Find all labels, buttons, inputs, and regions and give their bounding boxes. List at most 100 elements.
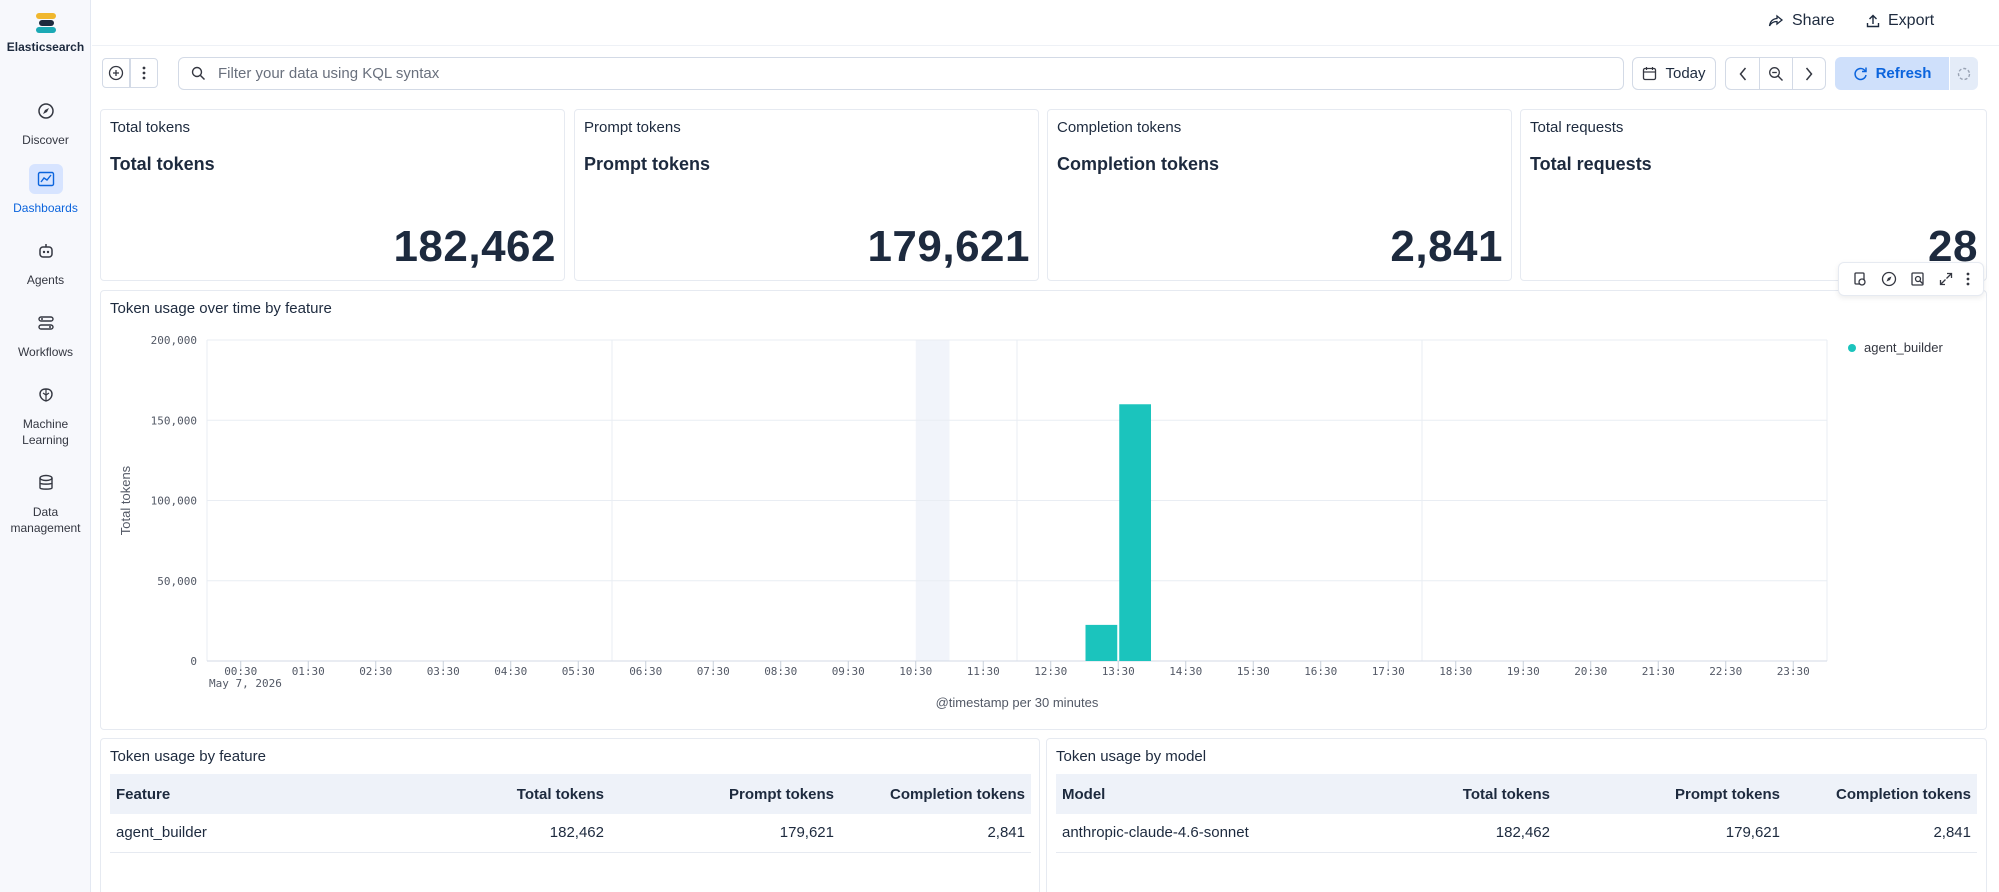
panel-title: Token usage by model <box>1056 748 1207 765</box>
sidebar-item-workflows[interactable]: Workflows <box>0 308 91 360</box>
refresh-button[interactable]: Refresh <box>1835 57 1949 90</box>
kql-search-field[interactable] <box>178 57 1624 90</box>
calendar-icon <box>1643 67 1657 81</box>
inspect-icon[interactable] <box>1852 271 1868 287</box>
search-icon <box>191 66 206 81</box>
sidebar-item-label: Machine Learning <box>22 417 69 447</box>
metric-value: 179,621 <box>867 222 1030 271</box>
app-name: Elasticsearch <box>6 40 85 54</box>
y-tick-label: 100,000 <box>151 495 197 508</box>
panel-title: Token usage over time by feature <box>110 300 332 317</box>
date-picker-button[interactable]: Today <box>1632 57 1716 90</box>
column-header[interactable]: Feature <box>110 774 410 814</box>
x-tick-label: 19:30 <box>1507 665 1540 678</box>
legend-label: agent_builder <box>1864 340 1943 355</box>
explore-compass-icon[interactable] <box>1881 271 1897 287</box>
table-cell: agent_builder <box>110 814 410 853</box>
y-tick-label: 150,000 <box>151 414 197 427</box>
maximize-icon[interactable] <box>1939 272 1953 286</box>
vertical-dots-icon[interactable] <box>1966 272 1970 286</box>
share-button[interactable]: Share <box>1768 12 1835 30</box>
x-tick-label: 00:30 <box>224 665 257 678</box>
sidebar-item-dashboards[interactable]: Dashboards <box>0 164 91 216</box>
metric-subtitle: Completion tokens <box>1057 154 1220 174</box>
table-header-row: Feature Total tokens Prompt tokens Compl… <box>110 774 1031 814</box>
table-cell: 182,462 <box>1356 814 1556 853</box>
previous-time-button[interactable] <box>1726 58 1759 89</box>
x-tick-label: 08:30 <box>764 665 797 678</box>
column-header[interactable]: Total tokens <box>410 774 610 814</box>
x-tick-label: 21:30 <box>1642 665 1675 678</box>
query-menu-button[interactable] <box>130 58 158 88</box>
metric-value: 2,841 <box>1390 222 1503 271</box>
chart-bar <box>1085 624 1118 661</box>
x-tick-label: 11:30 <box>967 665 1000 678</box>
top-header-bar: Share Export <box>92 0 1999 46</box>
x-tick-label: 17:30 <box>1372 665 1405 678</box>
column-header[interactable]: Completion tokens <box>840 774 1031 814</box>
chevron-right-icon <box>1805 67 1813 80</box>
next-time-button[interactable] <box>1792 58 1825 89</box>
database-icon <box>29 468 63 498</box>
sidebar-item-machine-learning[interactable]: Machine Learning <box>0 380 91 448</box>
x-tick-label: 20:30 <box>1574 665 1607 678</box>
metric-panel-total-requests: Total requests Total requests 28 <box>1520 109 1987 281</box>
refresh-icon <box>1853 67 1867 81</box>
workflow-icon <box>29 308 63 338</box>
x-tick-label: 18:30 <box>1439 665 1472 678</box>
table-cell: 2,841 <box>840 814 1031 853</box>
add-filter-button[interactable] <box>102 58 130 88</box>
chevron-left-icon <box>1739 67 1746 80</box>
zoom-out-icon <box>1769 66 1783 81</box>
table-row[interactable]: agent_builder 182,462 179,621 2,841 <box>110 814 1031 853</box>
metric-panel-prompt-tokens: Prompt tokens Prompt tokens 179,621 <box>574 109 1039 281</box>
auto-refresh-icon <box>1957 67 1971 80</box>
x-tick-label: 06:30 <box>629 665 662 678</box>
column-header[interactable]: Prompt tokens <box>610 774 840 814</box>
upload-icon <box>1866 14 1880 28</box>
sidebar-item-data-management[interactable]: Data management <box>0 468 91 536</box>
table-cell: 2,841 <box>1786 814 1977 853</box>
auto-refresh-button[interactable] <box>1950 57 1978 90</box>
panel-actions-toolbar <box>1838 262 1984 296</box>
share-icon <box>1768 14 1784 27</box>
chart-panel: Token usage over time by feature <box>100 290 1987 730</box>
column-header[interactable]: Total tokens <box>1356 774 1556 814</box>
table-row[interactable]: anthropic-claude-4.6-sonnet 182,462 179,… <box>1056 814 1977 853</box>
model-table-panel: Token usage by model Model Total tokens … <box>1046 738 1987 892</box>
sidebar-item-label: Data management <box>10 505 81 535</box>
x-tick-label: 13:30 <box>1102 665 1135 678</box>
x-tick-label: 10:30 <box>899 665 932 678</box>
panel-title: Total tokens <box>110 119 191 136</box>
x-tick-label: 22:30 <box>1709 665 1742 678</box>
side-navigation: Elasticsearch Discover Dashboards Agents… <box>0 0 91 892</box>
metric-subtitle: Total requests <box>1530 154 1652 174</box>
metric-panel-total-tokens: Total tokens Total tokens 182,462 <box>100 109 565 281</box>
table-cell: 179,621 <box>610 814 840 853</box>
model-table: Model Total tokens Prompt tokens Complet… <box>1056 774 1977 853</box>
table-cell: 179,621 <box>1556 814 1786 853</box>
y-tick-label: 200,000 <box>151 334 197 347</box>
column-header[interactable]: Model <box>1056 774 1356 814</box>
compass-icon <box>29 96 63 126</box>
elasticsearch-logo-icon <box>35 12 57 34</box>
chart-bar <box>1119 404 1151 661</box>
time-navigation-group <box>1725 57 1826 90</box>
share-label: Share <box>1792 12 1835 29</box>
search-input[interactable] <box>218 65 1618 82</box>
x-tick-label: 03:30 <box>427 665 460 678</box>
column-header[interactable]: Prompt tokens <box>1556 774 1786 814</box>
query-bar: Today Refresh <box>92 52 1999 96</box>
search-doc-icon[interactable] <box>1910 271 1926 287</box>
zoom-out-button[interactable] <box>1759 58 1792 89</box>
sidebar-item-discover[interactable]: Discover <box>0 96 91 148</box>
y-tick-label: 0 <box>190 655 197 668</box>
app-logo-link[interactable]: Elasticsearch <box>0 12 91 54</box>
sidebar-item-agents[interactable]: Agents <box>0 236 91 288</box>
vertical-dots-icon <box>142 66 146 80</box>
column-header[interactable]: Completion tokens <box>1786 774 1977 814</box>
export-button[interactable]: Export <box>1866 12 1934 30</box>
sidebar-item-label: Agents <box>26 273 65 287</box>
chart-legend-item[interactable]: agent_builder <box>1848 340 1943 355</box>
